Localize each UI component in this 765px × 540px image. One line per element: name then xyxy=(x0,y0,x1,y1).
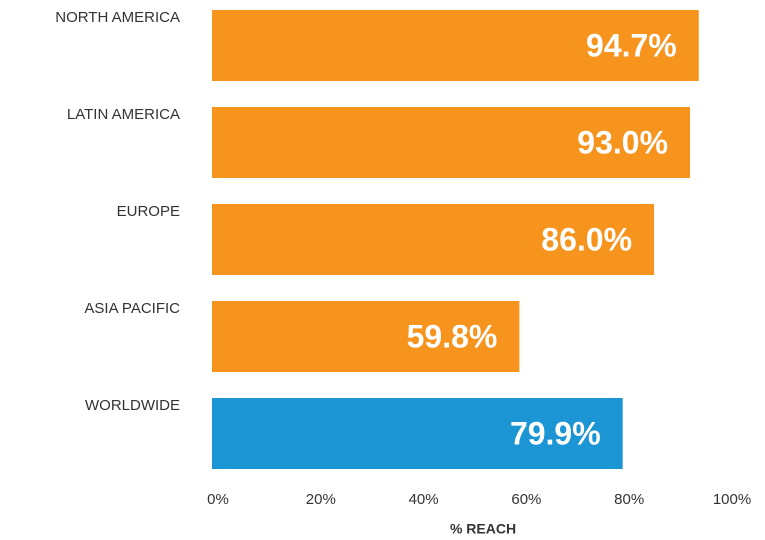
value-label: 79.9% xyxy=(510,415,601,451)
x-tick-label: 40% xyxy=(409,491,439,508)
value-label: 93.0% xyxy=(577,124,668,160)
x-tick-label: 20% xyxy=(306,491,336,508)
category-label: EUROPE xyxy=(117,203,180,220)
category-label: ASIA PACIFIC xyxy=(84,300,180,317)
x-tick-label: 60% xyxy=(511,491,541,508)
x-axis-title: % REACH xyxy=(450,521,516,537)
x-tick-label: 80% xyxy=(614,491,644,508)
category-label: NORTH AMERICA xyxy=(55,9,180,26)
value-label: 94.7% xyxy=(586,27,677,63)
bar xyxy=(212,10,699,81)
bar xyxy=(212,398,623,469)
x-tick-label: 100% xyxy=(713,491,751,508)
bar xyxy=(212,301,520,372)
bar xyxy=(212,204,655,275)
value-label: 86.0% xyxy=(541,221,632,257)
category-label: LATIN AMERICA xyxy=(67,106,180,123)
bar xyxy=(212,107,691,178)
value-label: 59.8% xyxy=(407,318,498,354)
x-tick-label: 0% xyxy=(207,491,229,508)
category-label: WORLDWIDE xyxy=(85,397,180,414)
